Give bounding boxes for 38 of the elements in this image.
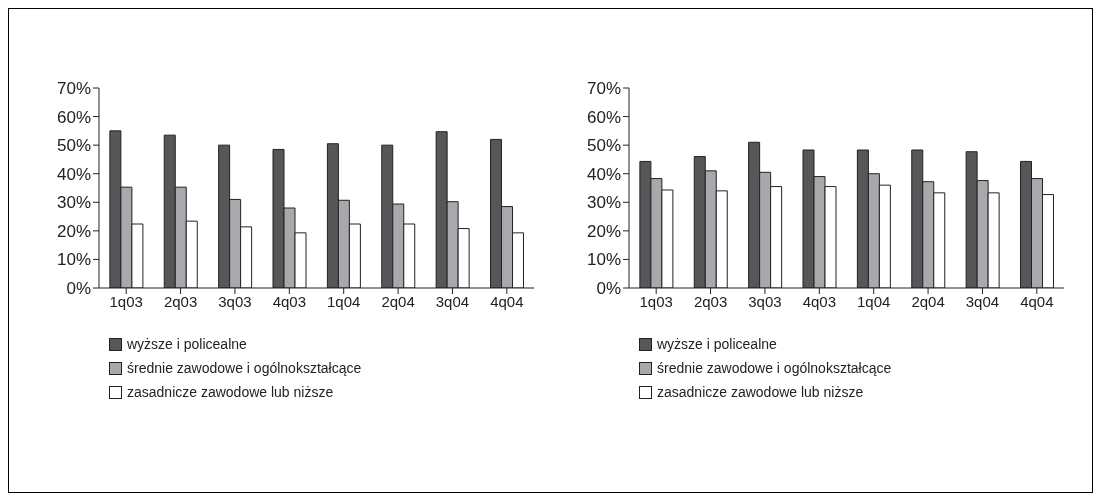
- x-tick-label: 4q04: [1020, 292, 1054, 310]
- x-tick-label: 1q04: [327, 292, 361, 310]
- x-tick-label: 3q04: [965, 292, 1000, 310]
- x-tick-label: 3q04: [435, 292, 470, 310]
- x-tick-label: 2q04: [911, 292, 945, 310]
- legend-label: zasadnicze zawodowe lub niższe: [127, 384, 334, 400]
- legend-label: zasadnicze zawodowe lub niższe: [657, 384, 864, 400]
- x-tick-label: 4q03: [272, 292, 306, 310]
- legend-label: średnie zawodowe i ogólnokształcące: [127, 360, 362, 376]
- x-tick-label: 4q03: [802, 292, 836, 310]
- y-tick-label: 10%: [586, 250, 621, 270]
- y-tick-label: 60%: [586, 107, 621, 127]
- y-tick-label: 50%: [56, 136, 91, 156]
- y-tick-label: 30%: [56, 193, 91, 213]
- y-tick-label: 20%: [56, 221, 91, 241]
- x-tick-label: 2q03: [693, 292, 728, 310]
- x-tick-label: 4q04: [490, 292, 524, 310]
- legend-label: wyższe i policealne: [127, 336, 247, 352]
- y-tick-label: 60%: [56, 107, 91, 127]
- y-tick-label: 50%: [586, 136, 621, 156]
- y-tick-label: 70%: [56, 79, 91, 99]
- y-tick-label: 0%: [596, 279, 621, 299]
- x-tick-label: 1q04: [857, 292, 891, 310]
- x-tick-label: 3q03: [748, 292, 782, 310]
- x-tick-label: 3q03: [218, 292, 252, 310]
- y-tick-label: 20%: [586, 221, 621, 241]
- y-tick-label: 10%: [56, 250, 91, 270]
- y-tick-label: 30%: [586, 193, 621, 213]
- x-tick-label: 1q03: [109, 292, 143, 310]
- legend-label: średnie zawodowe i ogólnokształcące: [657, 360, 892, 376]
- y-tick-label: 40%: [586, 164, 621, 184]
- x-tick-label: 2q03: [163, 292, 198, 310]
- y-tick-label: 40%: [56, 164, 91, 184]
- y-tick-label: 0%: [66, 279, 91, 299]
- x-tick-label: 2q04: [381, 292, 415, 310]
- x-tick-label: 1q03: [639, 292, 673, 310]
- legend-label: wyższe i policealne: [657, 336, 777, 352]
- y-tick-label: 70%: [586, 79, 621, 99]
